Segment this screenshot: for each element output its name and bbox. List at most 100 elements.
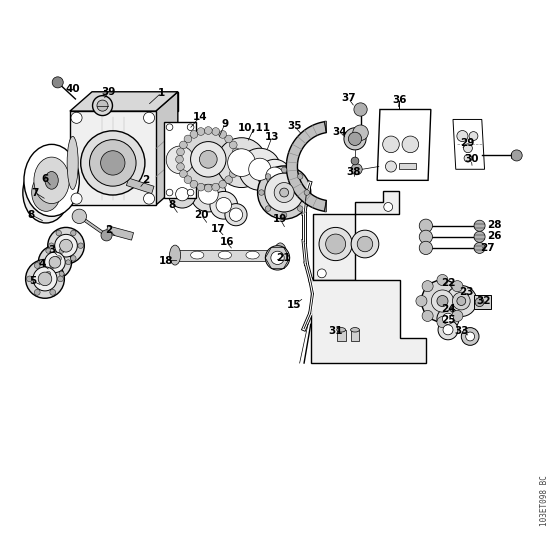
- Text: 19: 19: [273, 214, 287, 224]
- Circle shape: [190, 176, 226, 212]
- Circle shape: [216, 138, 266, 188]
- Circle shape: [39, 260, 44, 265]
- Text: 17: 17: [210, 224, 225, 234]
- Text: 37: 37: [341, 94, 356, 104]
- Text: 22: 22: [441, 278, 455, 288]
- Polygon shape: [70, 92, 178, 111]
- Circle shape: [168, 180, 196, 208]
- Text: 1: 1: [158, 88, 165, 98]
- Text: 13: 13: [265, 132, 279, 142]
- Circle shape: [419, 230, 432, 244]
- Circle shape: [281, 167, 287, 172]
- Circle shape: [71, 193, 82, 204]
- Circle shape: [212, 183, 220, 191]
- Polygon shape: [311, 280, 426, 363]
- Circle shape: [442, 313, 453, 324]
- Text: 20: 20: [194, 209, 208, 220]
- Circle shape: [212, 128, 220, 136]
- Circle shape: [402, 136, 418, 153]
- Circle shape: [511, 150, 522, 161]
- Circle shape: [190, 130, 198, 138]
- Circle shape: [219, 130, 226, 138]
- Text: 31: 31: [329, 326, 343, 336]
- Text: 8: 8: [28, 209, 35, 220]
- Circle shape: [281, 212, 287, 218]
- Circle shape: [239, 148, 281, 190]
- Text: 3: 3: [48, 245, 56, 255]
- Circle shape: [176, 148, 184, 156]
- Ellipse shape: [34, 157, 69, 204]
- Circle shape: [38, 272, 52, 286]
- Circle shape: [50, 263, 56, 268]
- Circle shape: [438, 320, 458, 340]
- Circle shape: [225, 204, 247, 226]
- Text: 2: 2: [142, 175, 149, 185]
- Text: 26: 26: [487, 231, 502, 241]
- Text: 18: 18: [158, 255, 173, 265]
- Text: 6: 6: [42, 174, 49, 184]
- Circle shape: [457, 297, 466, 305]
- Circle shape: [304, 190, 310, 195]
- Circle shape: [464, 155, 472, 162]
- Circle shape: [179, 141, 187, 149]
- Text: 25: 25: [441, 315, 455, 325]
- Text: 27: 27: [481, 243, 495, 253]
- Circle shape: [319, 227, 352, 260]
- Text: 4: 4: [38, 259, 46, 269]
- Circle shape: [354, 103, 367, 116]
- Bar: [337, 330, 346, 341]
- Text: 32: 32: [476, 296, 491, 306]
- Circle shape: [353, 125, 369, 141]
- Circle shape: [437, 296, 448, 306]
- Bar: [164, 122, 196, 198]
- Text: 5: 5: [29, 276, 37, 286]
- Circle shape: [265, 174, 271, 179]
- Polygon shape: [175, 250, 275, 260]
- Circle shape: [274, 183, 294, 203]
- Circle shape: [70, 230, 76, 236]
- Circle shape: [190, 142, 226, 177]
- Circle shape: [46, 271, 51, 276]
- Circle shape: [187, 189, 194, 196]
- Circle shape: [56, 255, 62, 261]
- Circle shape: [197, 183, 205, 191]
- Circle shape: [474, 231, 485, 242]
- Circle shape: [184, 135, 192, 143]
- Circle shape: [93, 96, 113, 115]
- Text: 38: 38: [347, 167, 361, 177]
- Text: 21: 21: [276, 253, 290, 263]
- Text: 23: 23: [460, 287, 474, 297]
- Circle shape: [443, 325, 453, 335]
- Circle shape: [190, 180, 198, 188]
- Circle shape: [421, 280, 463, 322]
- Circle shape: [179, 130, 237, 188]
- Text: 29: 29: [460, 138, 474, 148]
- Ellipse shape: [274, 243, 287, 267]
- Polygon shape: [325, 121, 326, 133]
- Circle shape: [457, 130, 468, 142]
- Circle shape: [184, 176, 192, 184]
- Circle shape: [280, 188, 289, 197]
- Circle shape: [317, 269, 326, 278]
- Circle shape: [422, 310, 433, 321]
- Circle shape: [351, 230, 379, 258]
- Circle shape: [419, 219, 432, 232]
- Circle shape: [72, 209, 87, 223]
- Circle shape: [56, 230, 62, 236]
- Circle shape: [71, 112, 82, 123]
- Circle shape: [44, 252, 65, 273]
- Circle shape: [383, 136, 399, 153]
- Circle shape: [49, 256, 60, 268]
- Circle shape: [419, 241, 432, 255]
- Text: 36: 36: [392, 95, 407, 105]
- Circle shape: [452, 281, 463, 292]
- Circle shape: [249, 158, 271, 180]
- Circle shape: [38, 246, 72, 279]
- Circle shape: [349, 132, 362, 146]
- Circle shape: [59, 271, 64, 276]
- Circle shape: [351, 157, 359, 165]
- Text: 16: 16: [219, 237, 234, 248]
- Ellipse shape: [218, 251, 231, 259]
- Circle shape: [265, 206, 271, 211]
- Circle shape: [452, 292, 470, 310]
